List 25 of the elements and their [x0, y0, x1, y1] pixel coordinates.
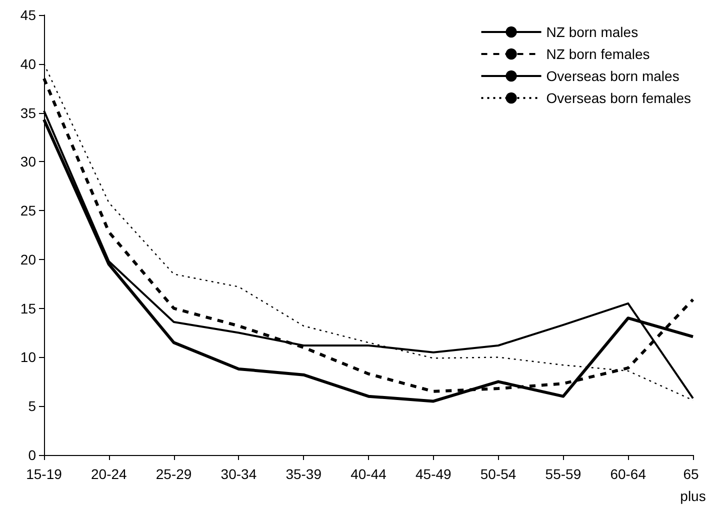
y-tick-label: 0	[28, 447, 36, 463]
x-tick-label: 30-34	[220, 466, 257, 482]
x-tick-label: 60-64	[610, 466, 646, 482]
y-tick-label: 20	[20, 251, 36, 268]
x-tick-label: 65 plus	[680, 466, 706, 504]
y-tick-label: 35	[20, 104, 36, 121]
x-tick-label: 15-19	[26, 466, 62, 482]
x-tick-label: 55-59	[545, 466, 582, 482]
legend-label: NZ born males	[546, 24, 638, 40]
legend-label: Overseas born females	[546, 90, 692, 106]
y-tick-label: 15	[20, 300, 36, 316]
y-tick-label: 25	[20, 202, 36, 219]
x-tick-label: 25-29	[156, 466, 192, 482]
legend-label: Overseas born males	[546, 68, 680, 84]
y-tick-label: 40	[20, 56, 36, 72]
y-tick-label: 45	[20, 7, 36, 23]
x-tick-label: 20-24	[90, 466, 128, 482]
y-tick-label: 30	[20, 154, 36, 170]
x-tick-label: 35-39	[286, 466, 322, 482]
y-tick-label: 10	[20, 349, 36, 366]
x-tick-label: 45-49	[415, 466, 452, 482]
y-tick-label: 5	[28, 398, 36, 414]
legend-label: NZ born females	[546, 46, 650, 62]
x-tick-label: 50-54	[480, 466, 516, 482]
x-tick-label: 40-44	[350, 466, 387, 482]
